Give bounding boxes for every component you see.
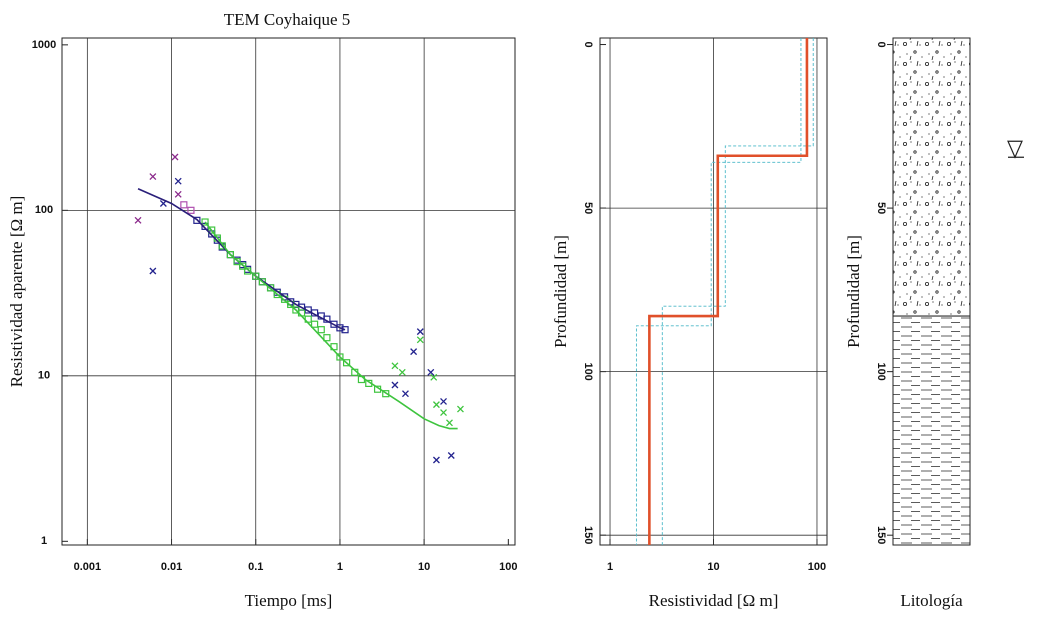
square-marker [317, 326, 325, 334]
lithology-layer [892, 37, 971, 317]
series-line [661, 38, 814, 545]
x-marker [134, 216, 142, 224]
x-marker [446, 419, 453, 427]
x-marker [432, 456, 440, 464]
x-tick-label: 0.1 [248, 561, 263, 573]
y-tick-label: 150 [582, 526, 594, 544]
series-line [137, 188, 346, 331]
series-line [648, 38, 809, 545]
x-marker [410, 348, 418, 356]
x-tick-label: 1 [607, 561, 613, 573]
square-marker [258, 278, 267, 286]
x-marker [416, 328, 424, 336]
plot-frame [61, 37, 516, 546]
square-marker [323, 334, 331, 342]
x-tick-label: 0.001 [74, 561, 102, 573]
y-tick-label: 150 [875, 526, 887, 544]
square-marker [343, 359, 351, 367]
y-tick-label: 50 [582, 202, 594, 214]
x-tick-label: 10 [707, 561, 719, 573]
x-marker [391, 362, 399, 370]
x-marker [427, 368, 435, 376]
square-marker [382, 390, 390, 398]
x-marker [174, 190, 182, 198]
square-marker [239, 262, 247, 270]
y-tick-label: 50 [875, 202, 887, 214]
x-marker [447, 452, 455, 459]
square-marker [310, 320, 319, 328]
x-tick-label: 10 [418, 561, 430, 573]
x-marker [391, 381, 399, 389]
square-marker [208, 226, 216, 234]
x-marker [398, 368, 406, 376]
series-line [204, 221, 458, 430]
x-marker [174, 177, 182, 185]
x-marker [401, 390, 409, 398]
y-axis-label: Profundidad [m] [844, 235, 863, 348]
x-tick-label: 100 [808, 561, 826, 573]
square-marker [193, 216, 201, 224]
x-marker [432, 401, 440, 409]
x-marker [171, 153, 179, 161]
square-marker [180, 201, 188, 209]
square-marker [233, 258, 241, 266]
square-marker [187, 206, 195, 214]
x-marker [440, 409, 447, 416]
y-tick-label: 100 [875, 362, 887, 380]
x-marker [149, 173, 157, 181]
x-marker [149, 267, 157, 275]
square-marker [201, 218, 209, 226]
y-tick-label: 0 [875, 41, 887, 47]
y-axis-label: Profundidad [m] [551, 235, 570, 348]
x-tick-label: 1 [337, 561, 343, 573]
y-tick-label: 1000 [32, 39, 56, 51]
x-marker [456, 405, 464, 413]
x-marker [440, 398, 447, 405]
square-marker [336, 324, 344, 332]
lithology-layer [892, 315, 971, 546]
y-tick-label: 0 [582, 41, 594, 47]
y-axis-label: Resistividad aparente [Ω m] [7, 196, 26, 388]
chart-title: TEM Coyhaique 5 [224, 10, 351, 29]
y-tick-label: 1 [41, 535, 47, 547]
square-marker [341, 326, 349, 334]
x-axis-label: Tiempo [ms] [245, 591, 333, 610]
x-axis-label: Resistividad [Ω m] [649, 591, 779, 610]
x-marker [430, 373, 438, 381]
y-tick-label: 10 [38, 370, 50, 382]
square-marker [226, 251, 234, 259]
square-marker [336, 353, 344, 361]
square-marker [252, 272, 260, 280]
series-line [635, 38, 802, 545]
x-axis-label: Litología [900, 591, 963, 610]
x-tick-label: 0.01 [161, 561, 182, 573]
x-marker [416, 336, 424, 344]
y-tick-label: 100 [35, 204, 53, 216]
x-tick-label: 100 [499, 561, 517, 573]
water-table [1007, 140, 1024, 159]
y-tick-label: 100 [582, 362, 594, 380]
